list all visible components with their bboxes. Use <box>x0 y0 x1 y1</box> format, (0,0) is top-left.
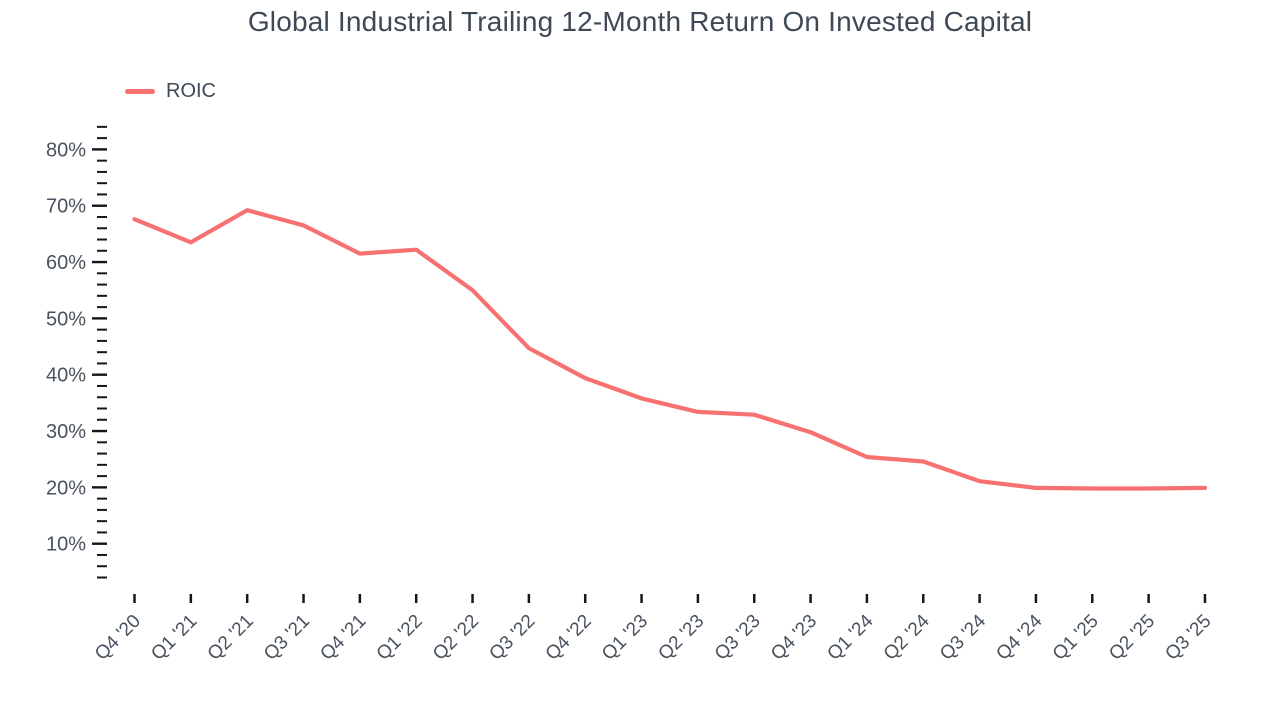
x-axis-tick-label: Q1 '23 <box>598 611 652 665</box>
y-axis-tick-label: 80% <box>46 139 86 161</box>
legend-label: ROIC <box>166 80 216 102</box>
y-axis-tick-label: 50% <box>46 308 86 330</box>
x-axis-tick-label: Q3 '24 <box>936 610 990 664</box>
x-axis-tick-label: Q3 '22 <box>485 611 539 665</box>
x-axis-tick-label: Q2 '21 <box>204 611 258 665</box>
x-axis-tick-label: Q2 '25 <box>1105 611 1159 665</box>
y-axis-tick-label: 10% <box>46 534 86 556</box>
x-axis-tick-label: Q1 '21 <box>147 611 201 665</box>
x-axis-tick-label: Q4 '23 <box>767 611 821 665</box>
x-axis-tick-label: Q2 '22 <box>429 611 483 665</box>
y-axis-tick-label: 20% <box>46 477 86 499</box>
x-axis-tick-label: Q1 '22 <box>373 611 427 665</box>
x-axis-tick-label: Q3 '21 <box>260 611 314 665</box>
chart-title: Global Industrial Trailing 12-Month Retu… <box>247 6 1033 37</box>
y-axis-tick-label: 40% <box>46 365 86 387</box>
legend: ROIC <box>125 80 216 103</box>
y-axis-tick-label: 30% <box>46 421 86 443</box>
x-axis-tick-label: Q3 '23 <box>711 611 765 665</box>
x-axis-tick-label: Q4 '21 <box>316 611 370 665</box>
y-axis-tick-label: 70% <box>46 196 86 218</box>
x-axis-tick-label: Q4 '24 <box>992 610 1046 664</box>
x-axis-tick-label: Q4 '22 <box>542 611 596 665</box>
x-axis-tick-label: Q3 '25 <box>1161 611 1215 665</box>
x-axis-tick-label: Q2 '24 <box>880 610 934 664</box>
y-axis-tick-label: 60% <box>46 252 86 274</box>
legend-line-swatch <box>125 89 155 94</box>
x-axis-tick-label: Q1 '24 <box>823 610 877 664</box>
x-axis-tick-label: Q2 '23 <box>654 611 708 665</box>
x-axis-tick-label: Q1 '25 <box>1049 611 1103 665</box>
roic-series-line <box>132 208 1208 491</box>
x-axis-tick-label: Q4 '20 <box>91 611 145 665</box>
